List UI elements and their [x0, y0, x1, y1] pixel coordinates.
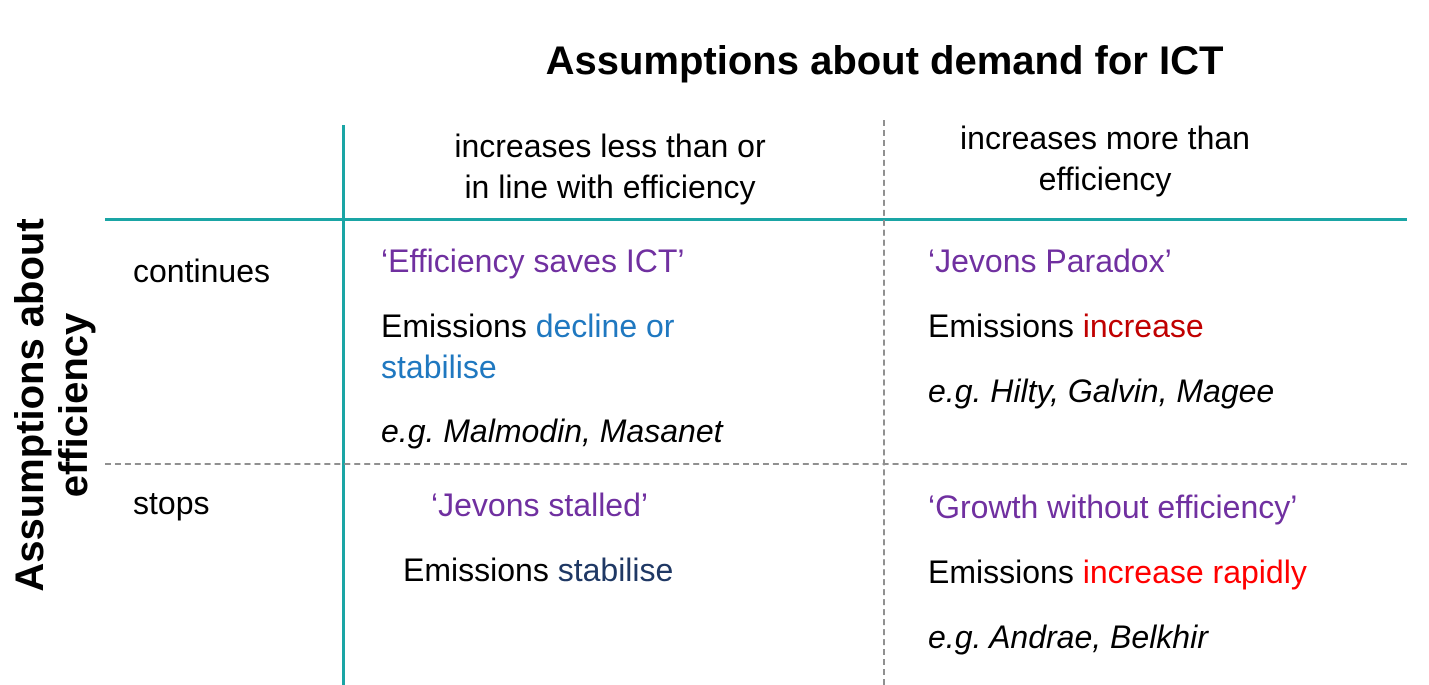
column-header-2-line1: increases more than	[960, 120, 1250, 156]
scenario-growth-without-efficiency: ‘Growth without efficiency’	[928, 489, 1298, 525]
emissions-prefix: Emissions	[403, 552, 558, 588]
scenario-jevons-stalled: ‘Jevons stalled’	[431, 487, 648, 523]
column-header-less-than-efficiency: increases less than or in line with effi…	[350, 126, 870, 208]
column-header-2-line2: efficiency	[1038, 161, 1172, 197]
emissions-text-c11: Emissions decline or	[381, 306, 674, 346]
emissions-text-c22: Emissions increase rapidly	[928, 552, 1307, 592]
emissions-decline-or: decline or	[535, 308, 675, 344]
column-header-1-line2: in line with efficiency	[464, 169, 756, 205]
examples-c22: e.g. Andrae, Belkhir	[928, 619, 1208, 655]
scenario-efficiency-saves-ict: ‘Efficiency saves ICT’	[381, 243, 685, 279]
emissions-text-c12: Emissions increase	[928, 306, 1204, 346]
column-divider-dashed-line	[883, 120, 885, 685]
row-header-continues: continues	[133, 253, 270, 289]
header-divider-line	[105, 218, 1407, 221]
row-divider-dashed-line	[105, 463, 1407, 465]
column-header-more-than-efficiency: increases more than efficiency	[895, 118, 1315, 200]
emissions-increase-rapidly: increase rapidly	[1082, 554, 1307, 590]
emissions-prefix: Emissions	[928, 554, 1083, 590]
column-header-1-line1: increases less than or	[454, 128, 766, 164]
scenario-jevons-paradox: ‘Jevons Paradox’	[928, 243, 1172, 279]
emissions-stabilise-continued: stabilise	[381, 349, 497, 385]
emissions-prefix: Emissions	[381, 308, 536, 344]
y-axis-title: Assumptions about efficiency	[8, 195, 98, 615]
emissions-increase: increase	[1082, 308, 1204, 344]
examples-c12: e.g. Hilty, Galvin, Magee	[928, 373, 1275, 409]
diagram-title: Assumptions about demand for ICT	[545, 39, 1224, 83]
row-header-stops: stops	[133, 485, 210, 521]
y-axis-title-line2: efficiency	[52, 312, 96, 498]
y-axis-title-line1: Assumptions about	[8, 218, 52, 592]
emissions-prefix: Emissions	[928, 308, 1083, 344]
emissions-text-c21: Emissions stabilise	[403, 550, 673, 590]
examples-c11: e.g. Malmodin, Masanet	[381, 413, 723, 449]
emissions-stabilise: stabilise	[557, 552, 674, 588]
row-label-divider-line	[342, 125, 345, 685]
